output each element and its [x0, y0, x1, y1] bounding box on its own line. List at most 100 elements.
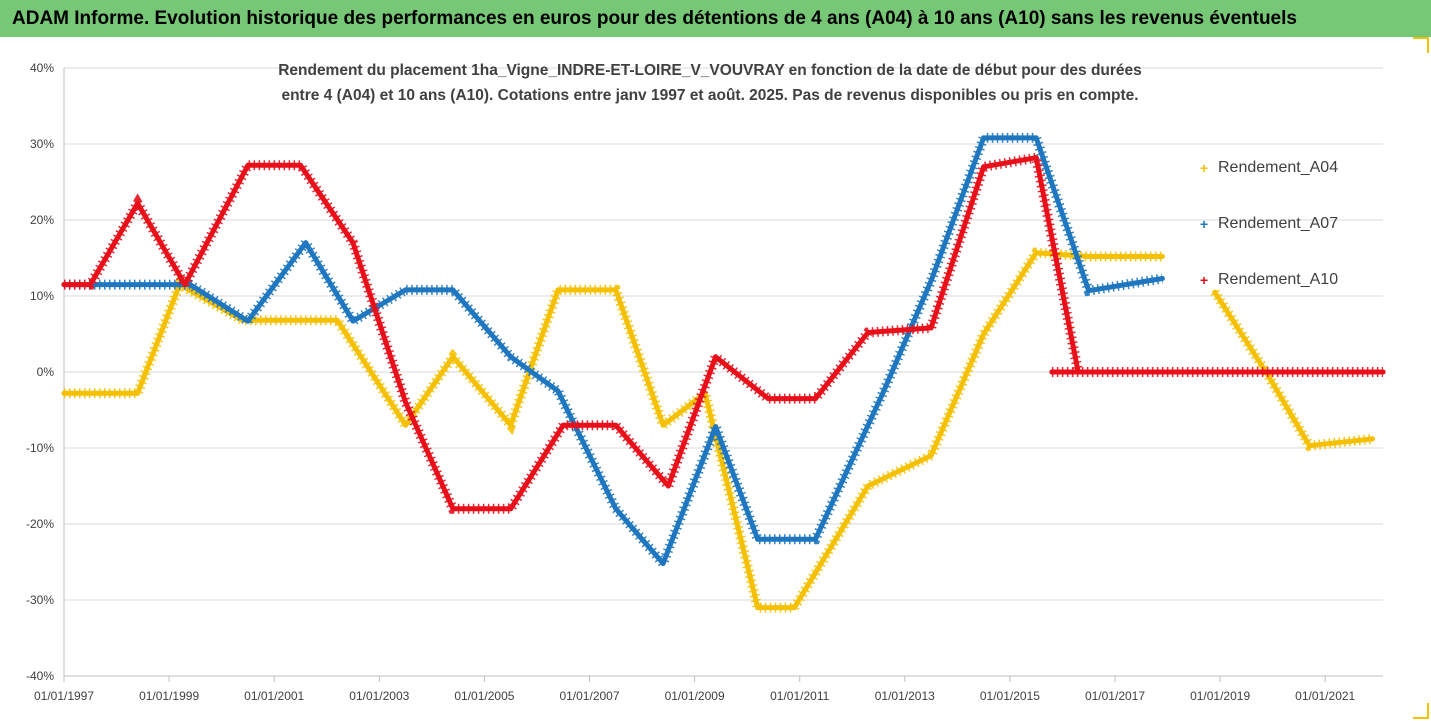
data-point: [613, 287, 619, 293]
frame-corner-top-right: [1413, 37, 1429, 53]
data-point: [1033, 135, 1039, 141]
chart-subtitle: Rendement du placement 1ha_Vigne_INDRE-E…: [240, 58, 1180, 108]
data-point: [928, 453, 934, 459]
data-point: [1033, 250, 1039, 256]
data-point: [1380, 369, 1386, 375]
data-point: [403, 399, 409, 405]
x-tick-label: 01/01/2021: [1295, 689, 1355, 703]
x-tick-label: 01/01/2019: [1190, 689, 1250, 703]
data-point: [403, 287, 409, 293]
data-point: [812, 396, 818, 402]
data-point: [928, 325, 934, 331]
y-tick-label: -10%: [26, 441, 54, 455]
data-point: [1159, 276, 1165, 282]
title-bar: ADAM Informe. Evolution historique des p…: [0, 0, 1431, 37]
data-point: [1212, 289, 1218, 295]
data-point: [1049, 369, 1055, 375]
data-point: [555, 388, 561, 394]
data-point: [812, 536, 818, 542]
x-tick-label: 01/01/2005: [454, 689, 514, 703]
data-point: [1369, 436, 1375, 442]
y-tick-label: 20%: [30, 213, 54, 227]
x-tick-label: 01/01/1999: [139, 689, 199, 703]
data-point: [865, 329, 871, 335]
data-point: [865, 483, 871, 489]
data-point: [981, 164, 987, 170]
data-point: [1075, 369, 1081, 375]
x-tick-label: 01/01/2009: [665, 689, 725, 703]
data-point: [508, 354, 514, 360]
data-point: [135, 200, 141, 206]
x-tick-label: 01/01/2007: [559, 689, 619, 703]
data-point: [182, 282, 188, 288]
y-tick-label: -30%: [26, 593, 54, 607]
series-line-rendement_a04: [61, 250, 1165, 611]
data-point: [791, 605, 797, 611]
data-point: [245, 318, 251, 324]
data-point: [508, 422, 514, 428]
data-point: [450, 287, 456, 293]
x-tick-label: 01/01/2013: [875, 689, 935, 703]
y-tick-label: 30%: [30, 137, 54, 151]
x-tick-label: 01/01/2015: [980, 689, 1040, 703]
legend-marker-a04: +: [1200, 160, 1209, 176]
legend-marker-a10: +: [1200, 272, 1209, 288]
x-tick-label: 01/01/1997: [34, 689, 94, 703]
y-tick-label: -40%: [26, 669, 54, 683]
data-point: [61, 390, 67, 396]
data-point: [403, 422, 409, 428]
data-point: [881, 388, 887, 394]
y-tick-label: 40%: [30, 61, 54, 75]
subtitle-line-1: Rendement du placement 1ha_Vigne_INDRE-E…: [278, 62, 1142, 79]
data-point: [508, 506, 514, 512]
data-point: [350, 318, 356, 324]
data-point: [613, 422, 619, 428]
data-point: [755, 536, 761, 542]
legend-item-a07: + Rendement_A07: [1200, 196, 1338, 252]
y-tick-label: -20%: [26, 517, 54, 531]
data-point: [981, 331, 987, 337]
subtitle-line-2: entre 4 (A04) et 10 ans (A10). Cotations…: [281, 87, 1139, 104]
data-point: [660, 561, 666, 567]
data-point: [303, 240, 309, 246]
x-tick-label: 01/01/2017: [1085, 689, 1145, 703]
data-point: [334, 317, 340, 323]
data-point: [450, 506, 456, 512]
data-point: [87, 282, 93, 288]
legend-item-a10: + Rendement_A10: [1200, 252, 1338, 308]
data-point: [928, 278, 934, 284]
legend-label-a07: Rendement_A07: [1218, 215, 1339, 232]
legend-label-a10: Rendement_A10: [1218, 271, 1339, 288]
legend-item-a04: + Rendement_A04: [1200, 140, 1338, 196]
data-point: [350, 240, 356, 246]
data-point: [765, 396, 771, 402]
y-tick-label: 0%: [37, 365, 55, 379]
data-point: [613, 506, 619, 512]
y-tick-label: 10%: [30, 289, 54, 303]
data-point: [660, 422, 666, 428]
data-point: [981, 135, 987, 141]
data-point: [560, 422, 566, 428]
frame-corner-bottom-right: [1413, 703, 1429, 719]
data-point: [755, 605, 761, 611]
data-point: [665, 483, 671, 489]
legend-marker-a07: +: [1200, 216, 1209, 232]
data-point: [1306, 443, 1312, 449]
data-point: [297, 162, 303, 168]
data-point: [1033, 155, 1039, 161]
x-tick-label: 01/01/2003: [349, 689, 409, 703]
series-markers-rendement_a07: [64, 132, 1164, 574]
data-point: [1086, 288, 1092, 294]
data-point: [135, 390, 141, 396]
data-point: [555, 287, 561, 293]
series-line-rendement_a04: [1212, 289, 1375, 449]
legend: + Rendement_A04 + Rendement_A07 + Rendem…: [1200, 140, 1338, 308]
x-tick-label: 01/01/2001: [244, 689, 304, 703]
data-point: [245, 162, 251, 168]
x-tick-label: 01/01/2011: [770, 689, 829, 703]
data-point: [713, 354, 719, 360]
data-point: [1086, 253, 1092, 259]
legend-label-a04: Rendement_A04: [1218, 159, 1339, 176]
data-point: [1159, 253, 1165, 259]
